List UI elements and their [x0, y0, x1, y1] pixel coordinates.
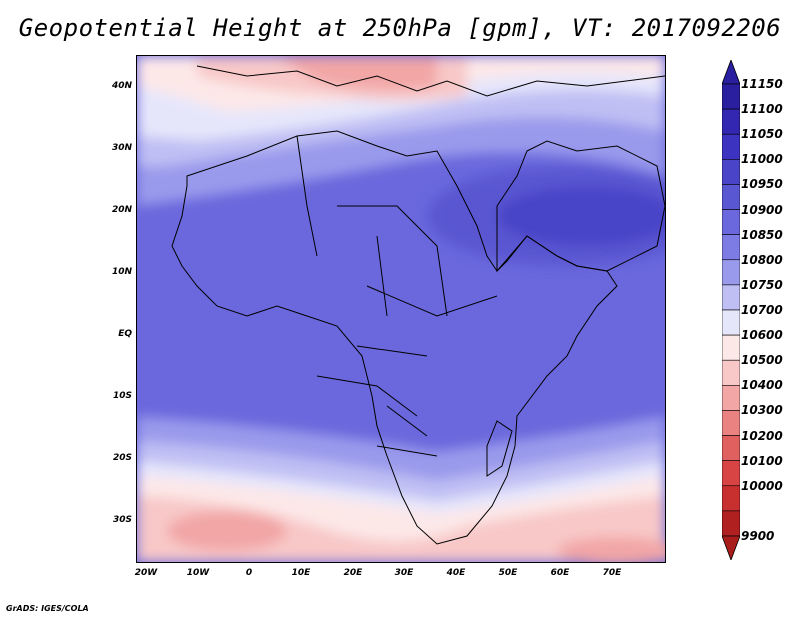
colorbar-swatch: [722, 209, 740, 235]
lat-label-30s: 30S: [112, 515, 132, 525]
lat-label-10n: 10N: [111, 267, 132, 277]
lat-label-20s: 20S: [112, 453, 132, 463]
lon-label-10w: 10W: [186, 568, 210, 578]
lon-label-30e: 30E: [394, 568, 414, 578]
colorbar-swatch: [722, 159, 740, 185]
colorbar-label: 9900: [741, 529, 775, 543]
footer-credit: GrADS: IGES/COLA: [6, 604, 89, 613]
colorbar-label: 10200: [741, 428, 783, 443]
map-panel: [136, 55, 666, 563]
lat-label-30n: 30N: [111, 143, 132, 153]
lon-label-0: 0: [245, 568, 253, 578]
colorbar-swatch: [722, 334, 740, 361]
colorbar-swatch: [722, 385, 740, 411]
colorbar-swatch: [722, 359, 740, 386]
colorbar-swatch: [722, 435, 740, 461]
colorbar-swatch: [722, 259, 740, 286]
page-title: Geopotential Height at 250hPa [gpm], VT:…: [18, 14, 782, 42]
lon-label-40e: 40E: [446, 568, 466, 578]
colorbar-swatch: [722, 133, 740, 160]
colorbar-swatch: [722, 284, 740, 311]
colorbar-label: 11000: [741, 152, 783, 167]
lon-label-60e: 60E: [550, 568, 570, 578]
lon-label-70e: 70E: [602, 568, 622, 578]
colorbar-bottom-arrow: [722, 535, 740, 560]
colorbar-label: 10750: [741, 277, 783, 292]
colorbar-swatch: [722, 234, 740, 261]
colorbar-label: 10100: [741, 453, 783, 468]
colorbar-swatch: [722, 460, 740, 487]
colorbar-label: 11050: [741, 127, 783, 142]
colorbar-swatch: [722, 510, 740, 537]
colorbar-label: 10300: [741, 403, 783, 418]
colorbar-label: 11150: [741, 77, 783, 91]
colorbar-label: 10000: [741, 478, 783, 493]
lat-label-eq: EQ: [118, 329, 132, 339]
colorbar-label: 10800: [741, 252, 783, 267]
coastline: [171, 65, 665, 545]
colorbar-label: 10700: [741, 303, 783, 317]
colorbar-swatch: [722, 184, 740, 210]
lon-label-10e: 10E: [291, 568, 311, 578]
lat-label-20n: 20N: [111, 205, 132, 215]
map-svg: [137, 56, 665, 562]
colorbar-label: 10950: [741, 177, 783, 192]
colorbar-swatch: [722, 485, 740, 512]
colorbar-label: 10400: [741, 378, 783, 393]
colorbar: [722, 60, 740, 560]
colorbar-swatch: [722, 410, 740, 436]
colorbar-swatch: [722, 309, 740, 336]
colorbar-label: 10900: [741, 202, 783, 217]
colorbar-top-arrow: [722, 60, 740, 85]
colorbar-label: 11100: [741, 102, 783, 117]
lon-label-20w: 20W: [134, 568, 158, 578]
lon-label-20e: 20E: [343, 568, 363, 578]
lon-label-50e: 50E: [498, 568, 518, 578]
colorbar-label: 10600: [741, 328, 783, 343]
lat-label-40n: 40N: [111, 81, 132, 91]
lat-label-10s: 10S: [112, 391, 132, 401]
colorbar-label: 10850: [741, 227, 783, 242]
colorbar-label: 10500: [741, 353, 783, 368]
colorbar-swatch: [722, 108, 740, 135]
colorbar-swatch: [722, 83, 740, 110]
